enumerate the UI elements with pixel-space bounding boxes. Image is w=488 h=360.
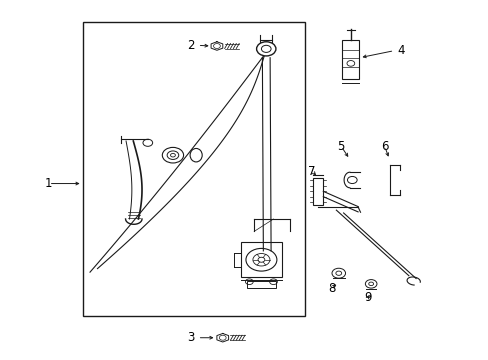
Bar	[82, 22, 305, 316]
Text: 8: 8	[327, 282, 334, 294]
Text: 4: 4	[397, 44, 405, 57]
Text: 1: 1	[45, 177, 52, 190]
Text: 7: 7	[308, 165, 315, 177]
Text: 9: 9	[363, 291, 371, 304]
Bar	[241, 242, 282, 278]
Circle shape	[256, 42, 275, 56]
Text: 3: 3	[187, 331, 195, 344]
Bar	[342, 40, 359, 79]
Text: 6: 6	[380, 140, 387, 153]
Bar	[312, 177, 323, 205]
Text: 5: 5	[337, 140, 344, 153]
Text: 2: 2	[187, 39, 195, 52]
Bar	[246, 281, 275, 288]
